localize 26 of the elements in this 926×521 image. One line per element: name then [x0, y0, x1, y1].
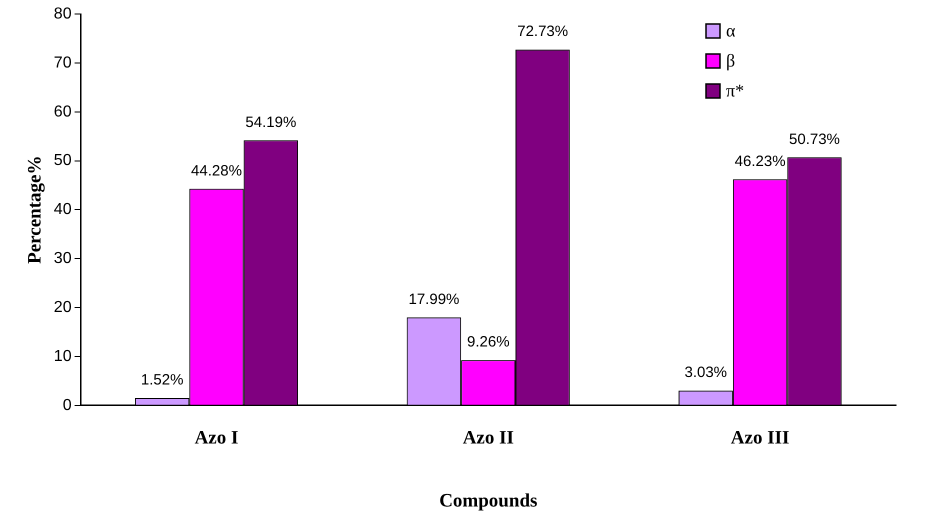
- data-label: 46.23%: [734, 152, 786, 170]
- data-label: 44.28%: [191, 162, 242, 180]
- x-tick-label: Azo III: [730, 428, 790, 449]
- data-label: 72.73%: [517, 23, 568, 40]
- y-tick-label: 20: [54, 298, 72, 316]
- data-label: 50.73%: [789, 130, 840, 148]
- y-tick-label: 60: [54, 103, 72, 120]
- legend-label: π*: [726, 80, 744, 101]
- y-tick-label: 0: [62, 396, 72, 414]
- y-tick-label: 50: [54, 152, 72, 170]
- y-tick-label: 10: [54, 348, 72, 365]
- data-label: 17.99%: [408, 291, 460, 308]
- y-tick-label: 30: [54, 250, 72, 268]
- y-tick-label: 40: [54, 201, 72, 218]
- data-label: 9.26%: [467, 334, 510, 351]
- data-label: 3.03%: [684, 364, 728, 382]
- legend-label: α: [726, 20, 736, 41]
- data-label: 1.52%: [140, 372, 184, 389]
- y-tick-label: 80: [54, 5, 72, 22]
- legend-label: β: [726, 50, 736, 71]
- x-tick-label: Azo I: [194, 428, 238, 449]
- y-tick-label: 70: [54, 54, 72, 72]
- y-axis-title: Percentage%: [24, 156, 46, 264]
- data-label: 54.19%: [245, 114, 296, 131]
- x-tick-label: Azo II: [462, 428, 514, 449]
- x-axis-title: Compounds: [439, 490, 538, 512]
